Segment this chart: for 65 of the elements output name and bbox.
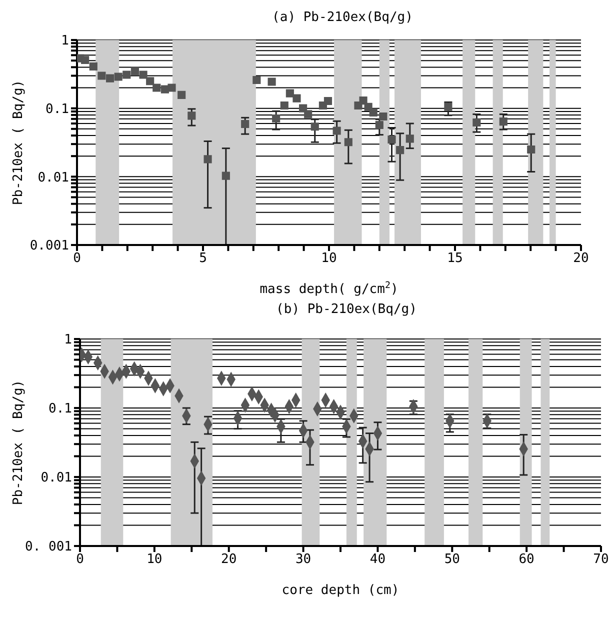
y-tick-label: 0. 001 [25, 540, 72, 555]
point [98, 72, 106, 80]
y-tick-label: 0.1 [48, 402, 72, 417]
point [379, 112, 388, 121]
x-tick-label: 20 [221, 552, 237, 568]
x-tick-label: 30 [295, 552, 312, 568]
point [252, 76, 261, 84]
point [472, 118, 481, 127]
y-tick-label: 1 [61, 34, 69, 49]
point [292, 94, 301, 102]
point [388, 135, 396, 144]
point [324, 96, 332, 106]
point [310, 122, 319, 131]
chart-title: (a) Pb-210ex(Bq/g) [271, 9, 414, 27]
y-tick-label: 0.01 [40, 470, 72, 486]
point [168, 84, 176, 92]
point [499, 118, 508, 126]
point [178, 90, 186, 99]
point [146, 77, 154, 86]
point [344, 138, 352, 146]
point [89, 62, 98, 70]
point [188, 112, 196, 120]
x-tick-label: 0 [73, 251, 81, 266]
point [332, 126, 341, 135]
point [268, 78, 276, 86]
x-tick-label: 20 [573, 251, 589, 266]
point [114, 72, 122, 81]
point [304, 110, 312, 118]
point [406, 134, 414, 143]
y-axis-title: Pb-210ex ( Bq/g) [11, 380, 26, 506]
y-tick-label: 0.01 [38, 170, 69, 186]
point [106, 74, 114, 82]
point [139, 70, 148, 79]
point [359, 96, 368, 105]
x-tick-label: 40 [370, 552, 386, 568]
x-tick-label: 10 [321, 251, 337, 266]
x-tick-label: 50 [444, 552, 460, 568]
point [280, 101, 288, 110]
y-tick-label: 0.001 [30, 238, 69, 254]
point [527, 145, 536, 154]
point [204, 155, 212, 164]
point [396, 146, 404, 154]
point [375, 120, 384, 130]
x-tick-label: 15 [447, 251, 463, 266]
point [272, 114, 280, 123]
point [369, 108, 378, 116]
chart-title: (b) Pb-210ex(Bq/g) [275, 301, 418, 319]
x-axis-title: core depth (cm) [282, 583, 400, 598]
y-tick-label: 0.1 [46, 102, 69, 117]
x-tick-label: 70 [593, 552, 609, 568]
point [81, 56, 90, 64]
point [130, 67, 139, 76]
point [286, 89, 294, 98]
point [222, 172, 230, 180]
x-tick-label: 60 [518, 552, 534, 568]
point [444, 102, 452, 111]
point [241, 120, 250, 128]
x-tick-label: 0 [76, 552, 84, 568]
point [152, 84, 161, 92]
x-tick-label: 10 [146, 552, 162, 568]
x-axis-title: mass depth( g/cm$^{2}$) [260, 281, 398, 297]
x-tick-label: 5 [199, 251, 207, 266]
point [122, 70, 131, 79]
y-tick-label: 1 [64, 332, 72, 348]
y-axis-title: Pb-210ex ( Bq/g) [11, 80, 26, 206]
